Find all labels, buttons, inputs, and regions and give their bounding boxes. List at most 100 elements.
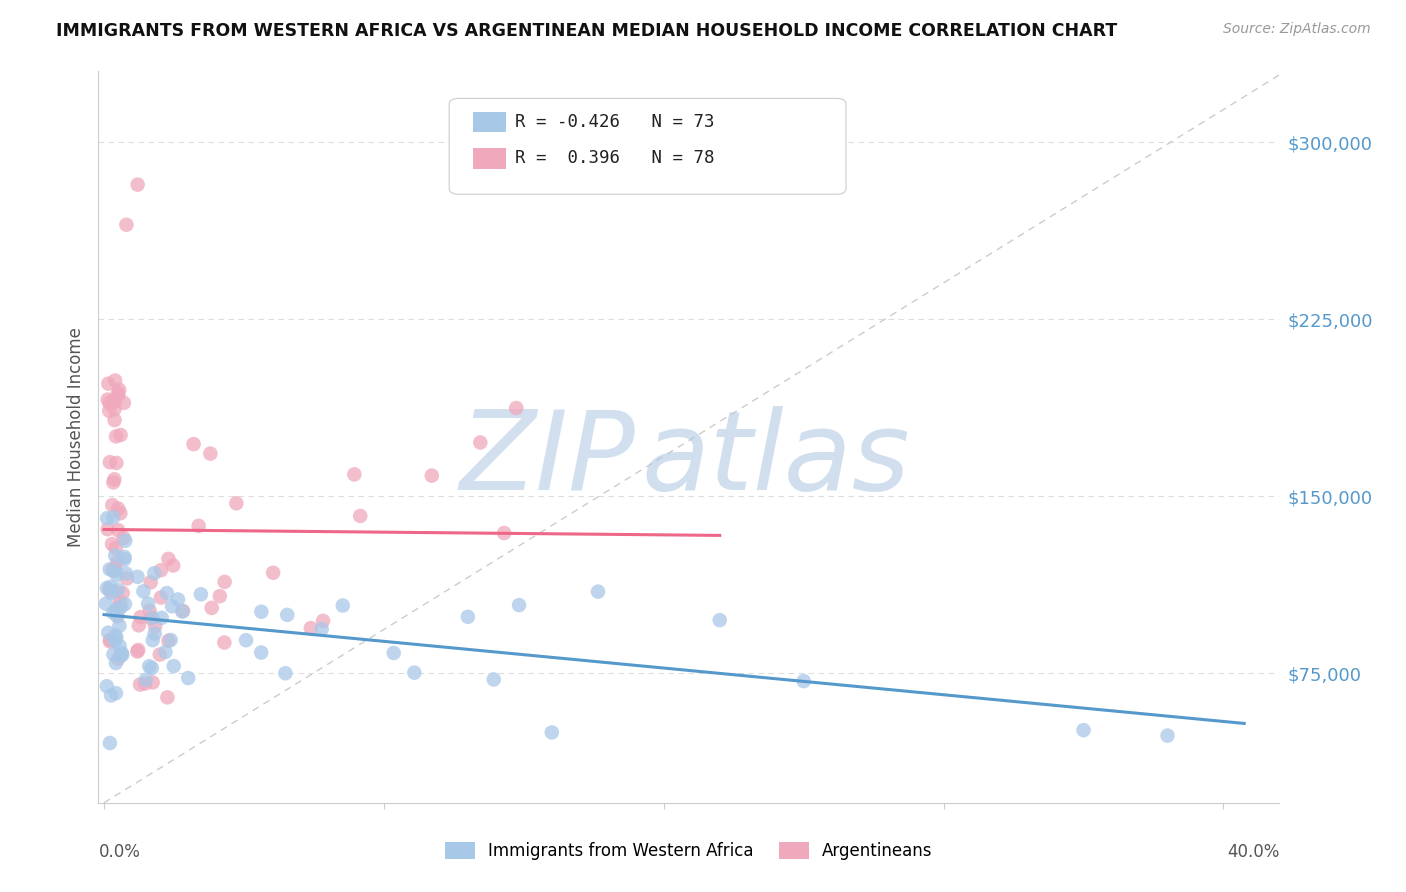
Point: [107, 387, 129, 401]
Point: [142, 675, 165, 690]
Point: [127, 643, 149, 657]
Point: [141, 661, 163, 675]
Point: [97, 625, 120, 640]
Point: [94, 597, 117, 611]
Point: [155, 645, 177, 659]
Point: [114, 597, 136, 611]
Point: [110, 428, 132, 442]
Point: [157, 633, 180, 648]
Point: [101, 537, 124, 551]
Point: [104, 394, 127, 409]
FancyBboxPatch shape: [449, 98, 846, 194]
Point: [97, 522, 120, 536]
Point: [149, 591, 172, 605]
Point: [101, 606, 124, 620]
Point: [110, 506, 132, 520]
Point: [101, 394, 124, 409]
Point: [208, 589, 231, 603]
Point: [104, 562, 127, 576]
Text: IMMIGRANTS FROM WESTERN AFRICA VS ARGENTINEAN MEDIAN HOUSEHOLD INCOME CORRELATIO: IMMIGRANTS FROM WESTERN AFRICA VS ARGENT…: [56, 22, 1118, 40]
Point: [420, 468, 443, 483]
Bar: [472, 148, 506, 169]
Point: [101, 498, 124, 512]
Point: [274, 666, 297, 681]
Point: [127, 570, 149, 584]
Point: [349, 508, 371, 523]
Point: [138, 604, 160, 618]
Point: [98, 632, 121, 647]
Point: [505, 401, 527, 415]
Point: [508, 598, 530, 612]
Point: [134, 676, 156, 690]
Text: Source: ZipAtlas.com: Source: ZipAtlas.com: [1223, 22, 1371, 37]
Point: [98, 634, 121, 648]
Point: [1156, 729, 1178, 743]
Point: [98, 736, 121, 750]
Point: [157, 552, 180, 566]
Point: [98, 396, 121, 410]
Point: [111, 648, 134, 662]
Point: [172, 605, 194, 619]
Point: [96, 679, 118, 693]
Point: [457, 609, 479, 624]
Point: [311, 622, 333, 636]
Point: [139, 611, 162, 625]
Point: [98, 455, 121, 469]
Point: [1073, 723, 1095, 738]
Point: [149, 563, 172, 577]
Point: [250, 646, 273, 660]
Point: [104, 564, 127, 578]
Point: [160, 599, 183, 614]
Point: [135, 673, 157, 687]
Point: [107, 523, 129, 537]
Text: atlas: atlas: [641, 406, 910, 513]
Point: [103, 402, 125, 417]
Point: [142, 633, 165, 648]
Point: [101, 563, 124, 577]
Point: [104, 603, 127, 617]
Text: 0.0%: 0.0%: [98, 843, 141, 861]
Point: [104, 549, 127, 563]
Point: [108, 595, 131, 609]
Point: [149, 648, 172, 662]
Point: [250, 605, 273, 619]
Point: [167, 592, 190, 607]
Legend: Immigrants from Western Africa, Argentineans: Immigrants from Western Africa, Argentin…: [446, 842, 932, 860]
Point: [127, 178, 149, 192]
Text: R = -0.426   N = 73: R = -0.426 N = 73: [516, 112, 714, 131]
Point: [104, 429, 127, 443]
Point: [100, 689, 122, 703]
Point: [111, 646, 134, 660]
Point: [128, 618, 150, 632]
Point: [136, 597, 159, 611]
Point: [108, 619, 131, 633]
Point: [108, 599, 131, 614]
Point: [494, 526, 516, 541]
Point: [129, 677, 152, 691]
Point: [143, 619, 166, 633]
Point: [104, 656, 127, 670]
Point: [104, 541, 127, 555]
Point: [299, 621, 322, 635]
Point: [104, 413, 127, 427]
Point: [103, 475, 125, 490]
Point: [586, 584, 609, 599]
Point: [343, 467, 366, 482]
Point: [262, 566, 284, 580]
Point: [114, 533, 136, 548]
Point: [105, 555, 128, 569]
Point: [793, 674, 815, 689]
Point: [482, 673, 505, 687]
Point: [156, 586, 179, 600]
Point: [96, 581, 118, 595]
Point: [172, 604, 194, 618]
Point: [156, 690, 179, 705]
Point: [190, 587, 212, 601]
Point: [214, 635, 236, 649]
Point: [143, 626, 166, 640]
Point: [108, 383, 131, 397]
Point: [150, 611, 173, 625]
Point: [105, 608, 128, 623]
Point: [104, 585, 127, 599]
Point: [110, 599, 132, 614]
